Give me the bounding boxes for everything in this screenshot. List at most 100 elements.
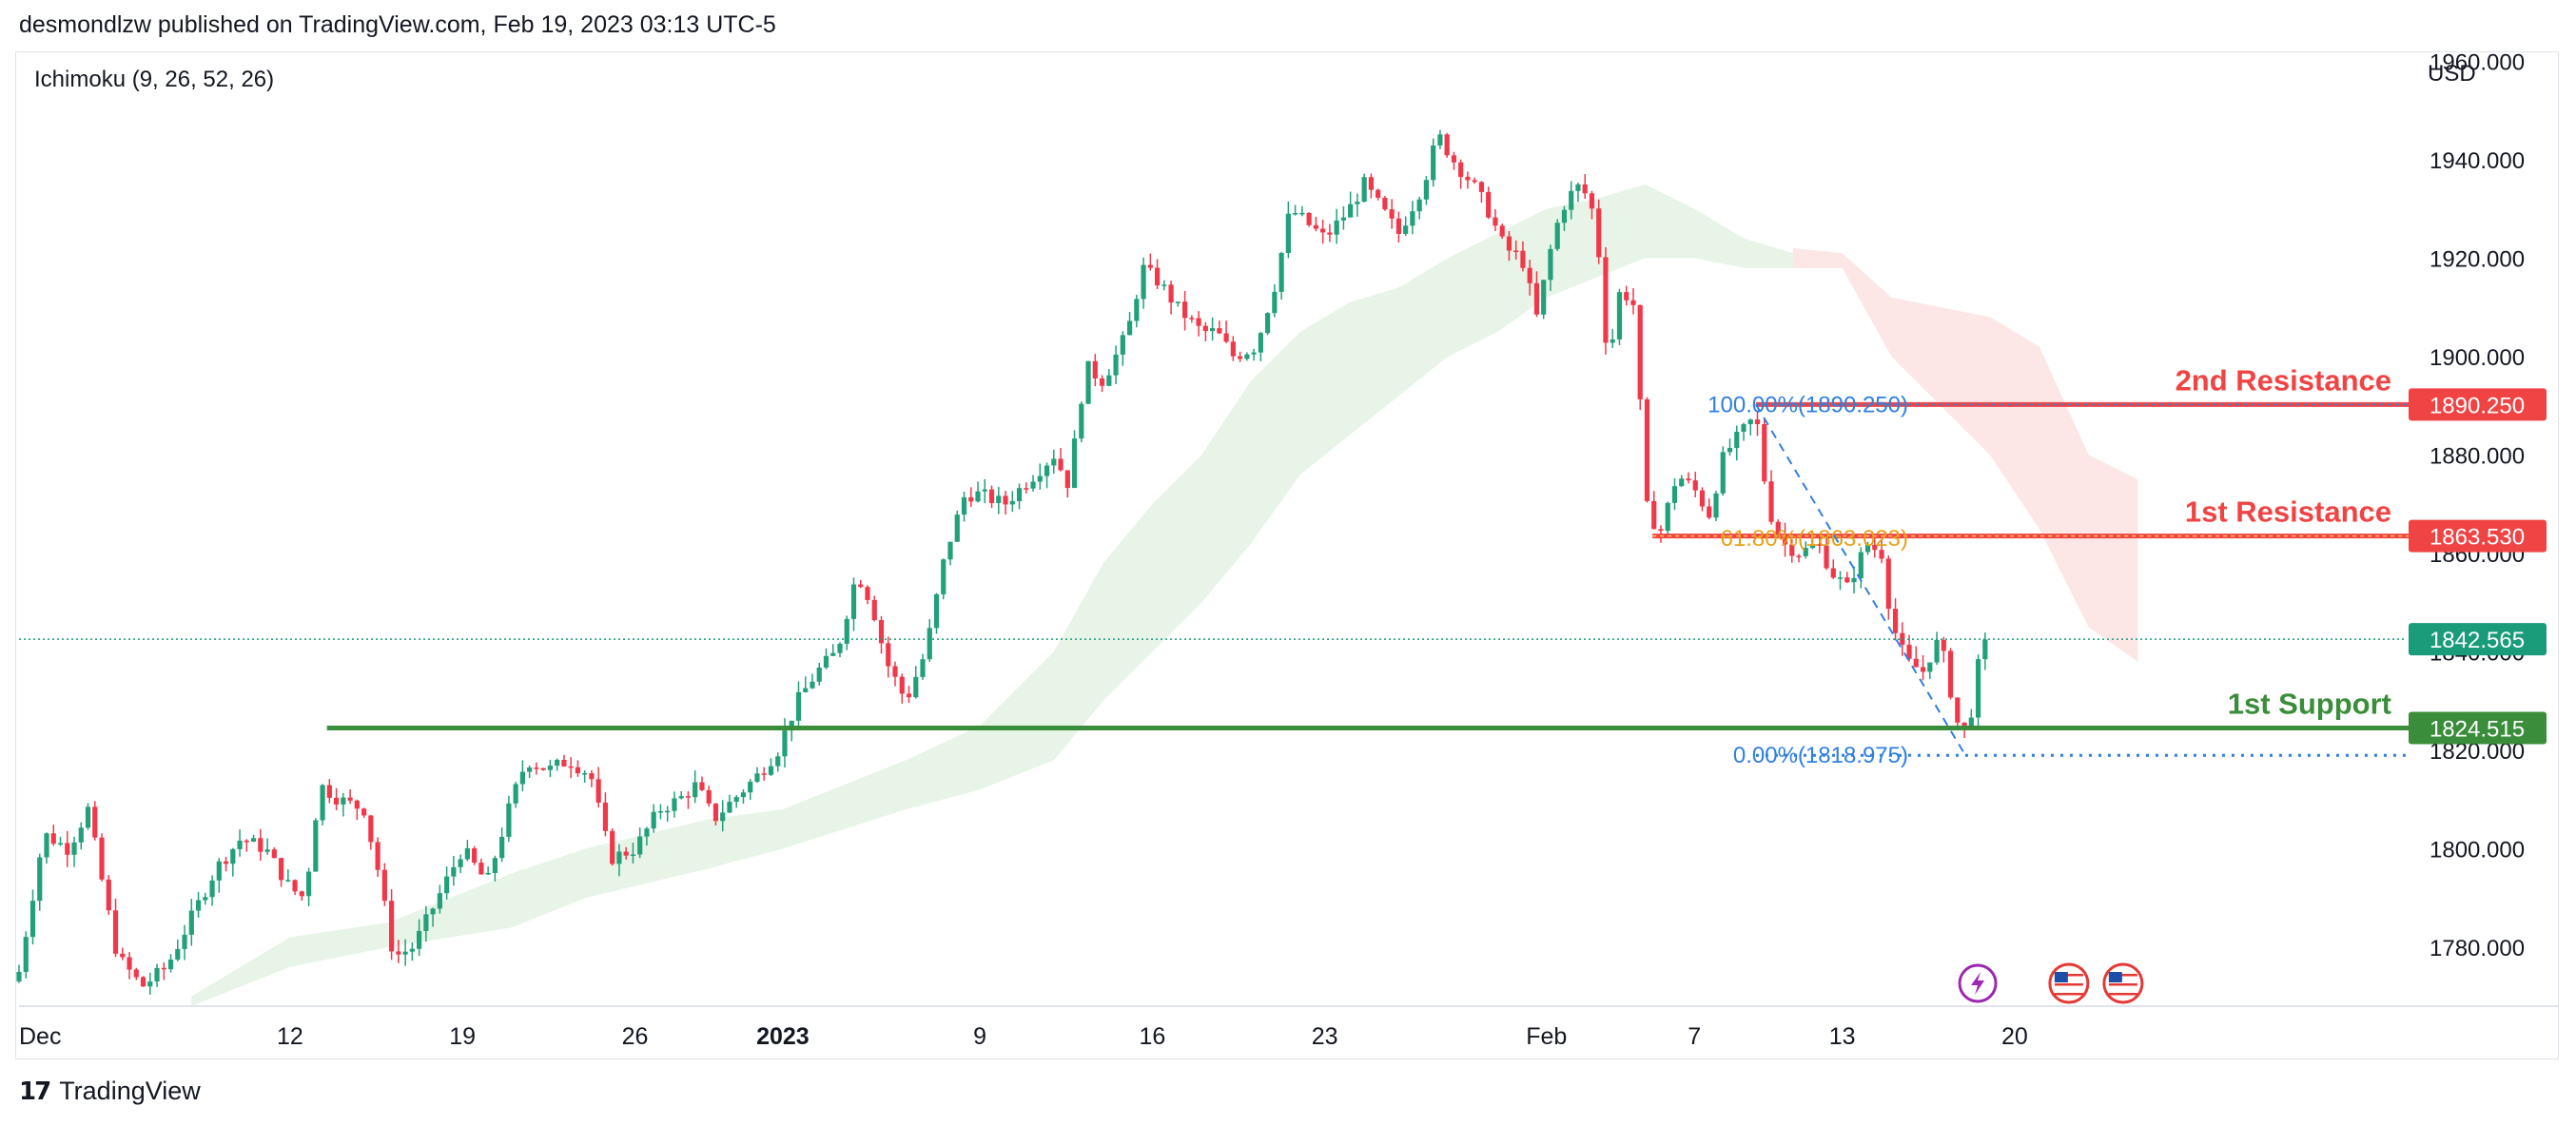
candle-body[interactable] xyxy=(1658,529,1664,532)
candle-body[interactable] xyxy=(1202,325,1208,332)
candle-body[interactable] xyxy=(361,808,367,816)
candle-body[interactable] xyxy=(1499,225,1505,237)
candle-body[interactable] xyxy=(1120,335,1125,355)
candle-body[interactable] xyxy=(1671,486,1678,503)
candle-body[interactable] xyxy=(1472,180,1477,183)
candle-body[interactable] xyxy=(264,849,270,852)
candle-body[interactable] xyxy=(1265,313,1271,334)
candle-body[interactable] xyxy=(1624,292,1630,301)
candle-body[interactable] xyxy=(472,848,478,864)
candle-body[interactable] xyxy=(1561,209,1568,223)
candle-body[interactable] xyxy=(195,900,202,911)
candle-body[interactable] xyxy=(127,957,132,970)
candle-body[interactable] xyxy=(1451,155,1457,163)
candle-body[interactable] xyxy=(1968,717,1974,728)
candle-body[interactable] xyxy=(1920,667,1926,672)
candle-body[interactable] xyxy=(865,587,870,600)
candle-body[interactable] xyxy=(292,880,298,892)
candle-body[interactable] xyxy=(519,771,525,785)
candle-body[interactable] xyxy=(1885,558,1891,610)
candle-body[interactable] xyxy=(1630,300,1636,305)
candle-body[interactable] xyxy=(1575,184,1581,191)
candle-body[interactable] xyxy=(1554,223,1560,249)
candle-body[interactable] xyxy=(1313,224,1318,229)
candle-body[interactable] xyxy=(858,584,864,588)
candle-body[interactable] xyxy=(1348,204,1354,218)
candle-body[interactable] xyxy=(651,811,656,829)
candle-body[interactable] xyxy=(920,659,926,677)
candle-body[interactable] xyxy=(1085,360,1091,404)
candle-body[interactable] xyxy=(602,802,609,831)
candle-body[interactable] xyxy=(85,806,91,828)
candle-body[interactable] xyxy=(1651,500,1657,530)
candle-body[interactable] xyxy=(29,901,36,938)
candle-body[interactable] xyxy=(1293,213,1298,215)
candle-body[interactable] xyxy=(1851,577,1857,583)
candle-body[interactable] xyxy=(1707,506,1712,518)
candle-body[interactable] xyxy=(396,951,401,955)
candle-body[interactable] xyxy=(899,676,905,694)
candle-body[interactable] xyxy=(1423,180,1430,200)
candle-body[interactable] xyxy=(16,971,22,982)
candle-body[interactable] xyxy=(375,842,381,870)
candle-body[interactable] xyxy=(430,908,436,915)
candle-body[interactable] xyxy=(499,836,505,859)
candle-body[interactable] xyxy=(1858,552,1864,578)
candle-body[interactable] xyxy=(147,981,153,987)
candle-body[interactable] xyxy=(1113,354,1119,376)
candle-body[interactable] xyxy=(1106,375,1112,386)
candle-body[interactable] xyxy=(1699,490,1706,507)
candle-body[interactable] xyxy=(1278,253,1284,292)
candle-body[interactable] xyxy=(1548,248,1553,281)
candle-body[interactable] xyxy=(1368,177,1374,190)
candle-body[interactable] xyxy=(299,891,304,897)
candle-body[interactable] xyxy=(1727,447,1733,453)
candle-body[interactable] xyxy=(1844,577,1850,583)
candle-body[interactable] xyxy=(402,951,408,955)
candle-body[interactable] xyxy=(485,872,491,875)
candle-body[interactable] xyxy=(1134,299,1140,321)
candle-body[interactable] xyxy=(816,667,822,682)
candle-body[interactable] xyxy=(258,838,263,852)
candle-body[interactable] xyxy=(347,797,353,801)
candle-body[interactable] xyxy=(92,806,98,838)
candle-body[interactable] xyxy=(1541,280,1547,315)
fib-trend-line[interactable] xyxy=(1755,403,1966,756)
candle-body[interactable] xyxy=(1395,218,1401,234)
candle-body[interactable] xyxy=(57,843,64,844)
candle-body[interactable] xyxy=(154,967,160,982)
candle-body[interactable] xyxy=(1064,470,1070,489)
candle-body[interactable] xyxy=(1217,328,1222,334)
candle-body[interactable] xyxy=(1906,644,1912,659)
candle-body[interactable] xyxy=(768,766,774,775)
candle-body[interactable] xyxy=(230,848,236,864)
candle-body[interactable] xyxy=(271,849,277,859)
candle-body[interactable] xyxy=(1299,212,1305,215)
candle-body[interactable] xyxy=(1168,284,1174,303)
candle-body[interactable] xyxy=(1533,282,1540,315)
candle-body[interactable] xyxy=(1596,208,1602,258)
candle-body[interactable] xyxy=(657,811,664,813)
candle-body[interactable] xyxy=(250,838,257,843)
candle-body[interactable] xyxy=(1403,225,1409,234)
candle-body[interactable] xyxy=(1389,209,1395,219)
candle-body[interactable] xyxy=(1051,458,1057,466)
candle-body[interactable] xyxy=(1900,632,1905,645)
candle-body[interactable] xyxy=(223,861,229,864)
candle-body[interactable] xyxy=(44,833,49,858)
candle-body[interactable] xyxy=(803,688,809,692)
candle-body[interactable] xyxy=(1285,213,1291,254)
candle-body[interactable] xyxy=(278,858,284,881)
candle-body[interactable] xyxy=(417,931,422,949)
candle-body[interactable] xyxy=(1092,360,1098,379)
candle-body[interactable] xyxy=(810,681,815,689)
candle-body[interactable] xyxy=(561,759,567,767)
candle-body[interactable] xyxy=(975,491,981,502)
candle-body[interactable] xyxy=(1493,217,1498,226)
candle-body[interactable] xyxy=(589,773,595,780)
candle-body[interactable] xyxy=(1071,438,1078,489)
candle-body[interactable] xyxy=(285,880,291,882)
candle-body[interactable] xyxy=(712,803,719,822)
candle-body[interactable] xyxy=(140,977,146,987)
candle-body[interactable] xyxy=(381,869,387,902)
